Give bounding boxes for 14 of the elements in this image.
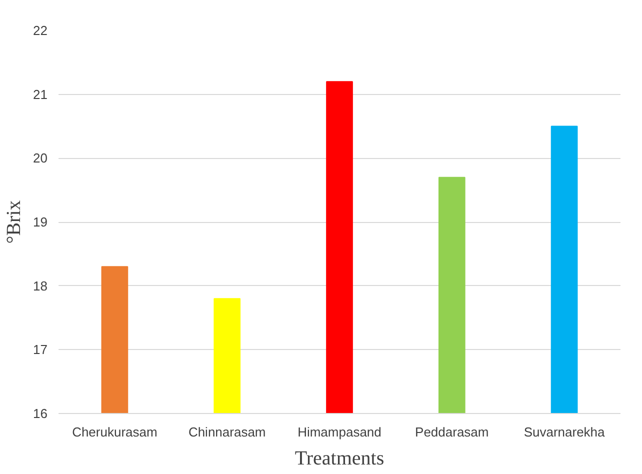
y-tick-label: 17 — [33, 342, 48, 358]
x-axis-title: Treatments — [294, 448, 384, 470]
x-tick-label: Cherukurasam — [72, 424, 158, 440]
y-tick-label: 22 — [33, 23, 48, 38]
x-tick-label: Suvarnarekha — [524, 424, 606, 440]
y-tick-label: 19 — [33, 214, 48, 230]
y-axis-title: °Brix — [3, 200, 26, 244]
x-tick-label: Himampasand — [298, 424, 382, 440]
y-tick-label: 18 — [33, 278, 48, 294]
x-tick-label: Peddarasam — [415, 424, 489, 440]
y-tick-label: 21 — [33, 86, 48, 102]
y-tick-label: 20 — [33, 150, 48, 166]
y-tick-label: 16 — [33, 406, 48, 421]
x-tick-label: Chinnarasam — [188, 424, 266, 440]
